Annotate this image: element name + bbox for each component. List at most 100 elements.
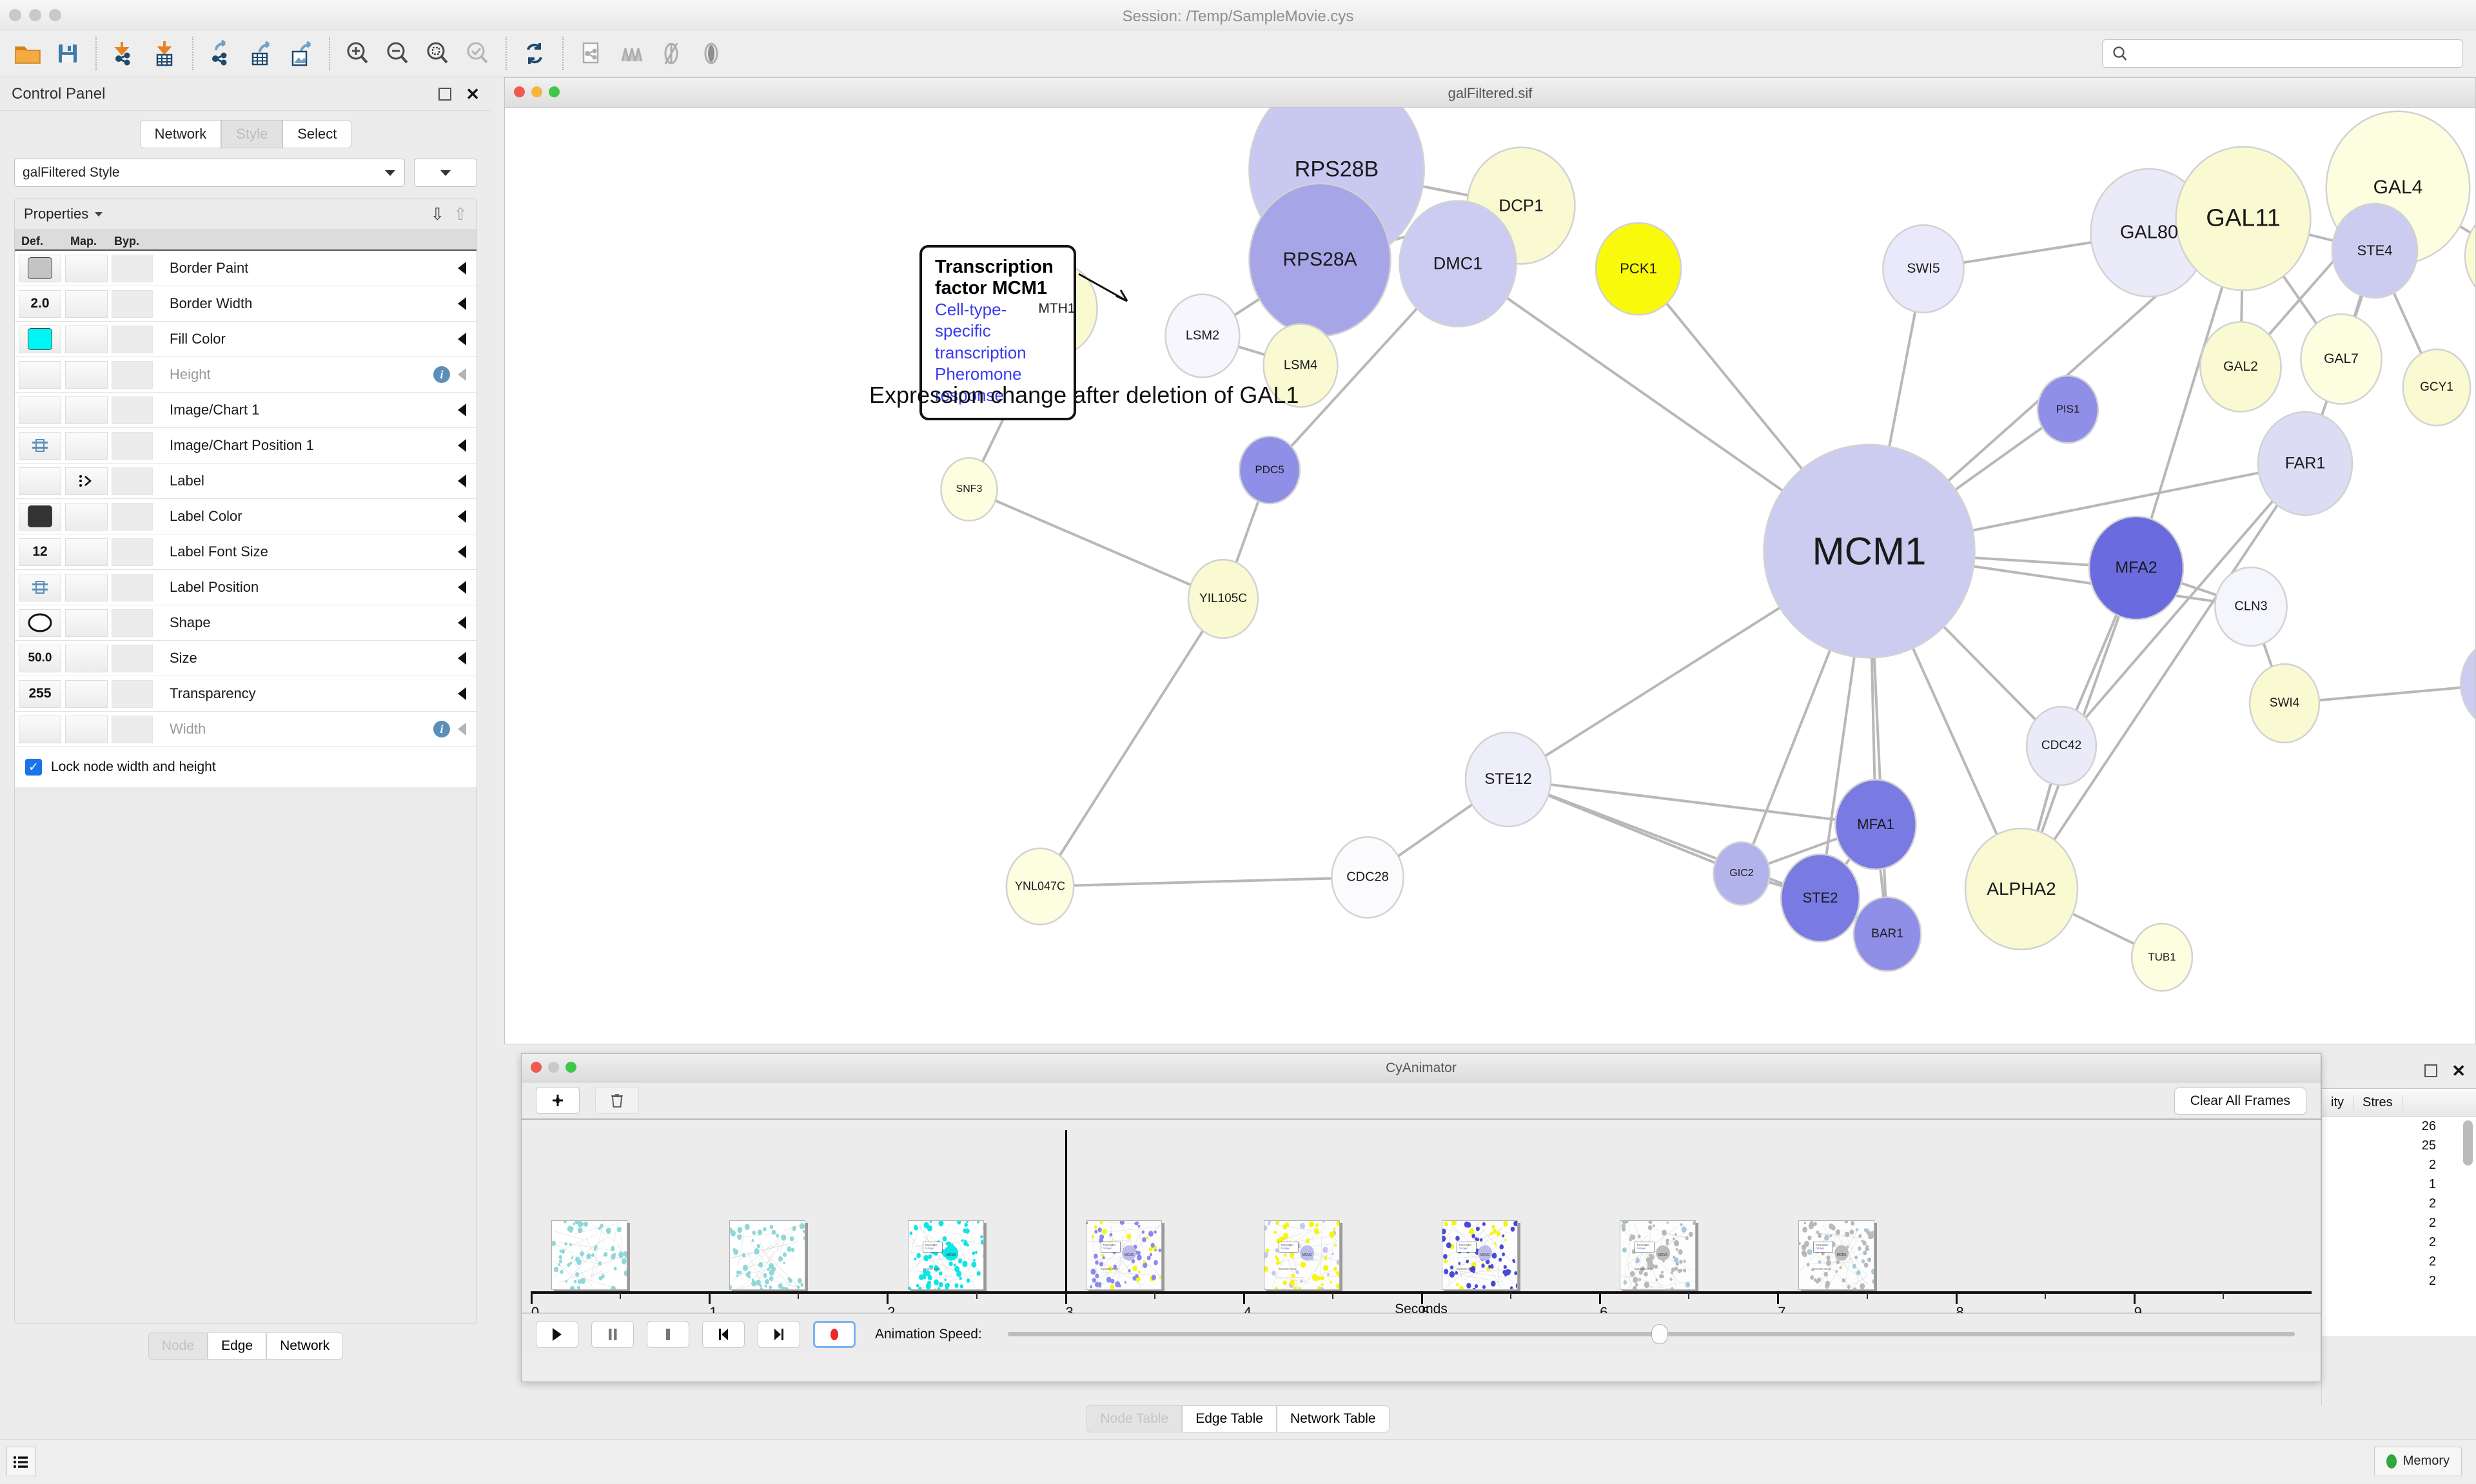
timeline-playhead[interactable] (1065, 1130, 1067, 1293)
tab-network-style[interactable]: Network (266, 1333, 344, 1360)
table-scrollbar[interactable] (2463, 1120, 2473, 1166)
zoom-fit-icon[interactable] (418, 34, 458, 73)
expand-property-arrow-icon[interactable] (458, 297, 466, 310)
app-window-controls[interactable] (9, 9, 61, 21)
minimize-window-button[interactable] (29, 9, 41, 21)
lock-row[interactable]: ✓ Lock node width and height (15, 747, 477, 787)
property-default-cell[interactable] (19, 467, 61, 495)
property-mapping-cell[interactable] (65, 254, 108, 282)
tab-network[interactable]: Network (139, 120, 222, 148)
property-row[interactable]: Height i (15, 357, 477, 393)
property-mapping-cell[interactable] (65, 573, 108, 601)
property-default-cell[interactable]: 2.0 (19, 289, 61, 318)
network-canvas[interactable]: Transcription factor MCM1 Cell-type-spec… (505, 108, 2475, 1044)
close-network-button[interactable] (514, 86, 525, 97)
info-icon[interactable]: i (433, 721, 450, 737)
next-frame-button[interactable] (758, 1320, 800, 1348)
destroy-network-icon[interactable] (611, 34, 651, 73)
animation-frame-thumbnail[interactable]: MCM1 Transcription Cell-type Expression cha… (907, 1220, 984, 1290)
style-options-button[interactable] (414, 159, 477, 187)
table-cell[interactable]: 2 (2428, 1196, 2436, 1211)
import-network-icon[interactable] (104, 34, 144, 73)
expand-property-arrow-icon[interactable] (458, 687, 466, 700)
property-mapping-cell[interactable] (65, 538, 108, 566)
canvas-annotation-text[interactable]: Expression change after deletion of GAL1 (869, 382, 1299, 408)
minimize-network-button[interactable] (531, 86, 542, 97)
property-row[interactable]: 255 Transparency (15, 676, 477, 712)
expand-property-arrow-icon[interactable] (458, 474, 466, 487)
tab-style[interactable]: Style (221, 120, 283, 148)
animation-speed-knob[interactable] (1651, 1324, 1668, 1344)
animation-frame-thumbnail[interactable]: MCM1 Transcription Cell-type Expression cha… (1798, 1220, 1874, 1290)
property-bypass-cell[interactable] (112, 254, 153, 282)
expand-property-arrow-icon[interactable] (458, 581, 466, 594)
property-default-cell[interactable] (19, 325, 61, 353)
property-default-cell[interactable] (19, 431, 61, 460)
animation-frame-thumbnail[interactable]: MCM1 Transcription Cell-type Expression cha… (1263, 1220, 1340, 1290)
search-input[interactable] (2134, 46, 2456, 61)
animation-speed-slider[interactable] (1007, 1324, 2295, 1344)
table-cell[interactable]: 1 (2428, 1177, 2436, 1191)
add-frame-button[interactable] (536, 1087, 580, 1114)
property-bypass-cell[interactable] (112, 679, 153, 708)
close-icon[interactable]: ✕ (2451, 1061, 2466, 1080)
expand-property-arrow-icon[interactable] (458, 652, 466, 665)
info-icon[interactable]: i (433, 366, 450, 383)
tab-edge[interactable]: Edge (208, 1333, 267, 1360)
expand-property-arrow-icon[interactable] (458, 439, 466, 452)
tab-select[interactable]: Select (282, 120, 352, 148)
property-default-cell[interactable] (19, 360, 61, 389)
record-button[interactable] (813, 1320, 856, 1348)
maximize-network-button[interactable] (549, 86, 560, 97)
property-bypass-cell[interactable] (112, 502, 153, 531)
zoom-selected-icon[interactable] (458, 34, 498, 73)
hide-selected-icon[interactable] (651, 34, 691, 73)
table-cell[interactable]: 26 (2421, 1119, 2436, 1133)
animation-frame-thumbnail[interactable]: MCM1 Transcription Cell-type Expression cha… (1620, 1220, 1696, 1290)
property-row[interactable]: Shape (15, 605, 477, 641)
show-all-icon[interactable] (691, 34, 731, 73)
tab-node-table[interactable]: Node Table (1086, 1405, 1183, 1432)
property-bypass-cell[interactable] (112, 467, 153, 495)
table-cell[interactable]: 2 (2428, 1235, 2436, 1249)
delete-frame-button[interactable] (595, 1087, 639, 1114)
property-bypass-cell[interactable] (112, 715, 153, 743)
property-bypass-cell[interactable] (112, 431, 153, 460)
export-image-icon[interactable] (281, 34, 321, 73)
float-table-icon[interactable] (2424, 1064, 2438, 1077)
color-swatch[interactable] (28, 257, 52, 279)
expand-property-arrow-icon[interactable] (458, 616, 466, 629)
property-row[interactable]: Image/Chart Position 1 (15, 428, 477, 464)
property-mapping-cell[interactable] (65, 644, 108, 672)
tab-network-table[interactable]: Network Table (1276, 1405, 1390, 1432)
tab-edge-table[interactable]: Edge Table (1182, 1405, 1277, 1432)
table-cell[interactable]: 2 (2428, 1255, 2436, 1269)
expand-property-arrow-icon[interactable] (458, 368, 466, 381)
property-mapping-cell[interactable] (65, 396, 108, 424)
property-row[interactable]: 2.0 Border Width (15, 286, 477, 322)
property-mapping-cell[interactable] (65, 502, 108, 531)
close-icon[interactable]: ✕ (466, 84, 480, 104)
float-panel-icon[interactable] (438, 87, 452, 101)
color-swatch[interactable] (28, 328, 52, 350)
save-icon[interactable] (48, 34, 88, 73)
expand-all-icon[interactable]: ⇩ (430, 204, 445, 224)
property-default-cell[interactable] (19, 254, 61, 282)
stop-button[interactable] (647, 1320, 689, 1348)
property-default-cell[interactable] (19, 715, 61, 743)
property-mapping-cell[interactable] (65, 609, 108, 637)
animation-frame-thumbnail[interactable]: MCM1 Transcription Cell-type Expression cha… (1085, 1220, 1162, 1290)
property-mapping-cell[interactable] (65, 715, 108, 743)
zoom-in-icon[interactable] (338, 34, 378, 73)
property-row[interactable]: 50.0 Size (15, 641, 477, 676)
new-network-icon[interactable] (571, 34, 611, 73)
export-network-icon[interactable] (201, 34, 241, 73)
property-default-cell[interactable]: 50.0 (19, 644, 61, 672)
zoom-out-icon[interactable] (378, 34, 418, 73)
tab-node[interactable]: Node (148, 1333, 208, 1360)
property-bypass-cell[interactable] (112, 573, 153, 601)
table-cell[interactable]: 2 (2428, 1216, 2436, 1230)
style-select[interactable]: galFiltered Style (14, 159, 405, 187)
prev-frame-button[interactable] (702, 1320, 745, 1348)
refresh-icon[interactable] (515, 34, 555, 73)
